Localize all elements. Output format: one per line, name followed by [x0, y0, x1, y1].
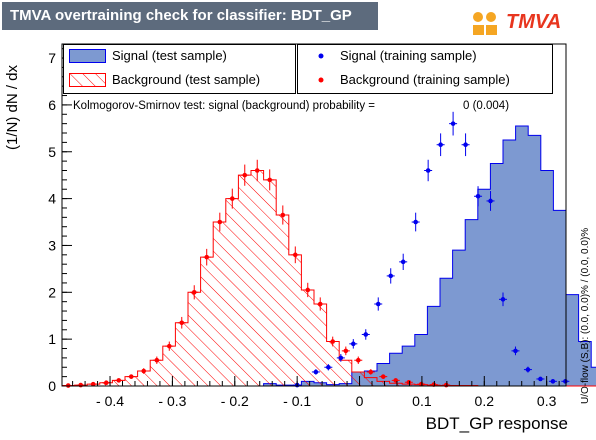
- x-tick-label: - 0.4: [96, 393, 124, 409]
- signal-training-point: [413, 219, 418, 225]
- x-tick-label: 0.3: [537, 393, 557, 409]
- x-tick-label: - 0.2: [221, 393, 249, 409]
- y-tick-label: 5: [48, 144, 56, 160]
- legend-item-background-test: Background (test sample): [64, 70, 295, 90]
- signal-training-point: [400, 259, 406, 265]
- y-tick-label: 7: [48, 50, 56, 66]
- y-tick-label: 0: [48, 378, 56, 394]
- signal-training-point: [313, 369, 319, 375]
- overflow-label: U/O-flow (S,B): (0.0, 0.0)% / (0.0, 0.0)…: [580, 227, 591, 404]
- background-training-point: [166, 343, 172, 349]
- legend-label: Background (test sample): [112, 72, 261, 87]
- background-training-point: [406, 379, 412, 385]
- tmva-logo: TMVA: [470, 8, 590, 38]
- legend-item-signal-train: Signal (training sample): [298, 46, 552, 66]
- background-training-points: [64, 159, 451, 388]
- signal-training-point: [563, 379, 568, 384]
- background-training-point: [204, 254, 210, 260]
- signal-training-point: [550, 379, 556, 384]
- background-training-point: [368, 369, 374, 375]
- background-training-point: [103, 380, 109, 386]
- background-training-point: [343, 348, 349, 354]
- background-marker-swatch: [318, 77, 324, 83]
- background-training-point: [418, 381, 424, 387]
- y-tick-label: 6: [48, 97, 56, 113]
- background-training-point: [191, 290, 197, 295]
- signal-training-points: [293, 111, 570, 388]
- legend-label: Signal (test sample): [112, 48, 227, 63]
- x-tick-label: 0.1: [412, 393, 432, 409]
- x-tick-label: 0.2: [475, 393, 495, 409]
- background-training-point: [229, 196, 235, 201]
- background-training-point: [330, 339, 336, 344]
- background-training-point: [116, 378, 122, 383]
- y-axis-label: (1/N) dN / dx: [4, 64, 21, 150]
- signal-training-point: [338, 355, 344, 361]
- background-training-point: [128, 374, 134, 379]
- signal-training-point: [326, 364, 331, 370]
- y-tick-label: 4: [48, 191, 56, 207]
- signal-training-point: [350, 341, 356, 347]
- signal-training-point: [388, 273, 394, 279]
- legend-test: Signal (test sample) Background (test sa…: [63, 44, 296, 94]
- signal-fill-swatch: [69, 49, 106, 63]
- background-training-point: [443, 382, 449, 388]
- signal-training-point: [463, 142, 468, 148]
- signal-training-point: [363, 332, 369, 337]
- signal-training-point: [488, 198, 493, 204]
- ks-test-text: Kolmogorov-Smirnov test: signal (backgro…: [73, 100, 376, 112]
- background-training-point: [280, 212, 286, 218]
- background-training-point: [141, 368, 147, 374]
- background-training-point: [355, 357, 361, 363]
- legend-training: Signal (training sample) Background (tra…: [297, 44, 553, 94]
- y-tick-label: 1: [48, 331, 56, 347]
- legend-label: Signal (training sample): [340, 48, 477, 63]
- signal-training-point: [438, 142, 443, 148]
- signal-training-point: [375, 301, 381, 307]
- background-training-point: [179, 320, 185, 326]
- background-training-point: [267, 177, 273, 183]
- signal-training-point: [475, 193, 481, 199]
- background-training-point: [292, 252, 298, 258]
- ks-test-value: 0 (0.004): [463, 100, 510, 112]
- axes: 0 1 2 3 4 5 6 7 - 0.4 - 0.3 - 0.2 - 0.1 0 0.1 0.2 0.3: [48, 48, 560, 409]
- background-training-point: [217, 219, 223, 225]
- logo-text: TMVA: [506, 11, 562, 33]
- x-tick-label: 0: [356, 393, 364, 409]
- background-hatch-swatch: [69, 73, 106, 87]
- legend-item-background-train: Background (training sample): [298, 70, 552, 90]
- signal-training-point: [450, 121, 456, 126]
- signal-training-point: [513, 348, 518, 354]
- signal-training-point: [425, 168, 431, 173]
- chart-title: TMVA overtraining check for classifier: …: [2, 2, 378, 30]
- y-tick-label: 2: [48, 284, 56, 300]
- signal-training-point: [538, 376, 543, 382]
- background-training-point: [90, 381, 96, 387]
- background-training-point: [254, 168, 260, 173]
- background-training-point: [78, 382, 84, 388]
- y-tick-label: 3: [48, 237, 56, 253]
- background-training-point: [154, 357, 160, 363]
- x-axis-label: BDT_GP response: [425, 414, 568, 433]
- background-training-point: [242, 172, 248, 178]
- signal-training-point: [525, 367, 531, 372]
- x-tick-label: - 0.1: [283, 393, 311, 409]
- signal-marker-swatch: [318, 53, 324, 59]
- tmva-logo-icon: [473, 12, 497, 35]
- legend-item-signal-test: Signal (test sample): [64, 46, 295, 66]
- background-training-point: [305, 287, 311, 293]
- x-tick-label: - 0.3: [158, 393, 186, 409]
- signal-training-point: [500, 297, 506, 302]
- background-training-point: [380, 374, 386, 379]
- legend-label: Background (training sample): [340, 72, 510, 87]
- background-training-point: [317, 301, 323, 307]
